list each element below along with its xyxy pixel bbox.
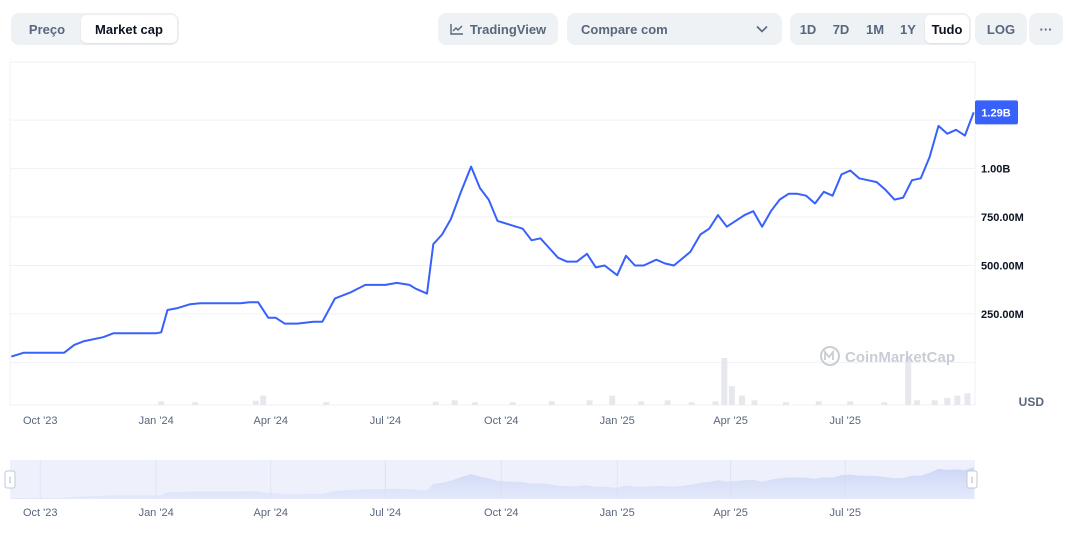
x-axis-ticks: Oct '23 Jan '24 Apr '24 Jul '24 Oct '24 Jan '… (23, 415, 861, 427)
volume-bar (548, 401, 555, 405)
volume-bar (815, 401, 822, 405)
grid-lines (10, 119, 975, 363)
volume-bar (931, 400, 938, 405)
volume-bar (954, 395, 961, 405)
volume-bar (664, 400, 671, 405)
volume-bar (451, 400, 458, 405)
range-1d[interactable]: 1D (799, 21, 817, 37)
volume-bar (712, 401, 719, 405)
x-tick-label: Apr '25 (713, 415, 748, 427)
tab-price[interactable]: Preço (28, 21, 66, 37)
range-1m[interactable]: 1M (865, 21, 885, 37)
watermark-text: CoinMarketCap (845, 349, 955, 366)
navigator-x-tick-label: Jan '25 (600, 507, 635, 519)
range-1y[interactable]: 1Y (900, 21, 916, 37)
navigator-handle-right[interactable] (966, 470, 978, 489)
navigator-x-ticks: Oct '23 Jan '24 Apr '24 Jul '24 Oct '24 Jan '… (23, 507, 861, 519)
chart-toolbar: Preço Market cap TradingView Compare com… (0, 13, 1069, 45)
last-value-badge: 1.29B (975, 100, 1018, 125)
y-tick-label: 250.00M (981, 309, 1024, 321)
navigator-x-tick-label: Oct '23 (23, 507, 58, 519)
y-tick-label: 500.00M (981, 260, 1024, 272)
volume-bar (728, 386, 735, 405)
y-axis-ticks: 250.00M 500.00M 750.00M 1.00B (981, 164, 1024, 321)
volume-bar (586, 400, 593, 405)
range-navigator: ⁞ ⁞ Oct '23 Jan '24 Apr '24 Jul '24 Oct '24 J… (4, 460, 978, 519)
tradingview-button[interactable]: TradingView (438, 13, 558, 45)
volume-bar (432, 401, 439, 405)
volume-bar (905, 358, 912, 405)
volume-bar (964, 393, 971, 405)
grip-icon: ⁞ (971, 476, 974, 486)
x-tick-label: Oct '24 (484, 415, 519, 427)
watermark: CoinMarketCap (820, 346, 955, 366)
volume-bar (751, 400, 758, 405)
volume-bar (323, 402, 330, 405)
coinmarketcap-logo-icon (820, 346, 840, 366)
x-tick-label: Apr '24 (254, 415, 289, 427)
x-tick-label: Jan '24 (139, 415, 174, 427)
y-tick-label: 750.00M (981, 212, 1024, 224)
volume-bar (471, 402, 478, 405)
coinmarketcap-logo-mark (824, 349, 834, 360)
volume-bar (260, 395, 267, 405)
volume-bar (783, 402, 790, 405)
compare-label: Compare com (581, 21, 668, 37)
volume-bar (609, 395, 616, 405)
range-7d[interactable]: 7D (832, 21, 850, 37)
chart-type-switch: Preço Market cap (11, 13, 179, 45)
volume-bar (688, 402, 695, 405)
tradingview-label: TradingView (469, 21, 547, 37)
y-tick-label: 1.00B (981, 164, 1010, 176)
last-value-badge-bg (975, 100, 1018, 125)
navigator-x-tick-label: Jan '24 (139, 507, 174, 519)
volume-bar (158, 401, 165, 405)
navigator-x-tick-label: Oct '24 (484, 507, 519, 519)
navigator-handle-left[interactable] (4, 470, 16, 489)
log-scale-toggle: LOG (975, 13, 1027, 45)
compare-dropdown[interactable]: Compare com (567, 13, 782, 45)
volume-bar (721, 358, 728, 405)
range-all[interactable]: Tudo (925, 15, 969, 43)
grip-icon: ⁞ (9, 476, 12, 486)
price-line-group (11, 112, 975, 358)
y-unit-label: USD (1019, 395, 1045, 409)
x-tick-label: Jul '25 (830, 415, 861, 427)
navigator-x-tick-label: Jul '24 (370, 507, 401, 519)
volume-bars (158, 358, 971, 405)
x-tick-label: Oct '23 (23, 415, 58, 427)
tab-market-cap[interactable]: Market cap (81, 15, 177, 43)
market-cap-line (11, 112, 975, 358)
more-options: ··· (1029, 13, 1063, 45)
navigator-x-tick-label: Jul '25 (830, 507, 861, 519)
navigator-x-tick-label: Apr '24 (254, 507, 289, 519)
volume-bar (881, 402, 888, 405)
last-value-label: 1.29B (981, 107, 1010, 119)
plot-area (9, 61, 976, 406)
volume-bar (914, 400, 921, 405)
more-button[interactable]: ··· (1039, 21, 1053, 37)
x-tick-label: Jul '24 (370, 415, 401, 427)
trend-chart-icon (450, 24, 463, 35)
navigator-x-tick-label: Apr '25 (713, 507, 748, 519)
log-button[interactable]: LOG (986, 21, 1016, 37)
volume-bar (252, 400, 259, 405)
volume-bar (509, 402, 516, 405)
volume-bar (847, 401, 854, 405)
volume-bar (192, 402, 199, 405)
volume-bar (944, 397, 951, 405)
time-range-switch: 1D 7D 1M 1Y Tudo (790, 13, 971, 45)
volume-bar (738, 395, 745, 405)
navigator-series-area (11, 467, 974, 499)
x-tick-label: Jan '25 (600, 415, 635, 427)
volume-bar (638, 401, 645, 405)
chevron-down-icon (756, 25, 768, 33)
